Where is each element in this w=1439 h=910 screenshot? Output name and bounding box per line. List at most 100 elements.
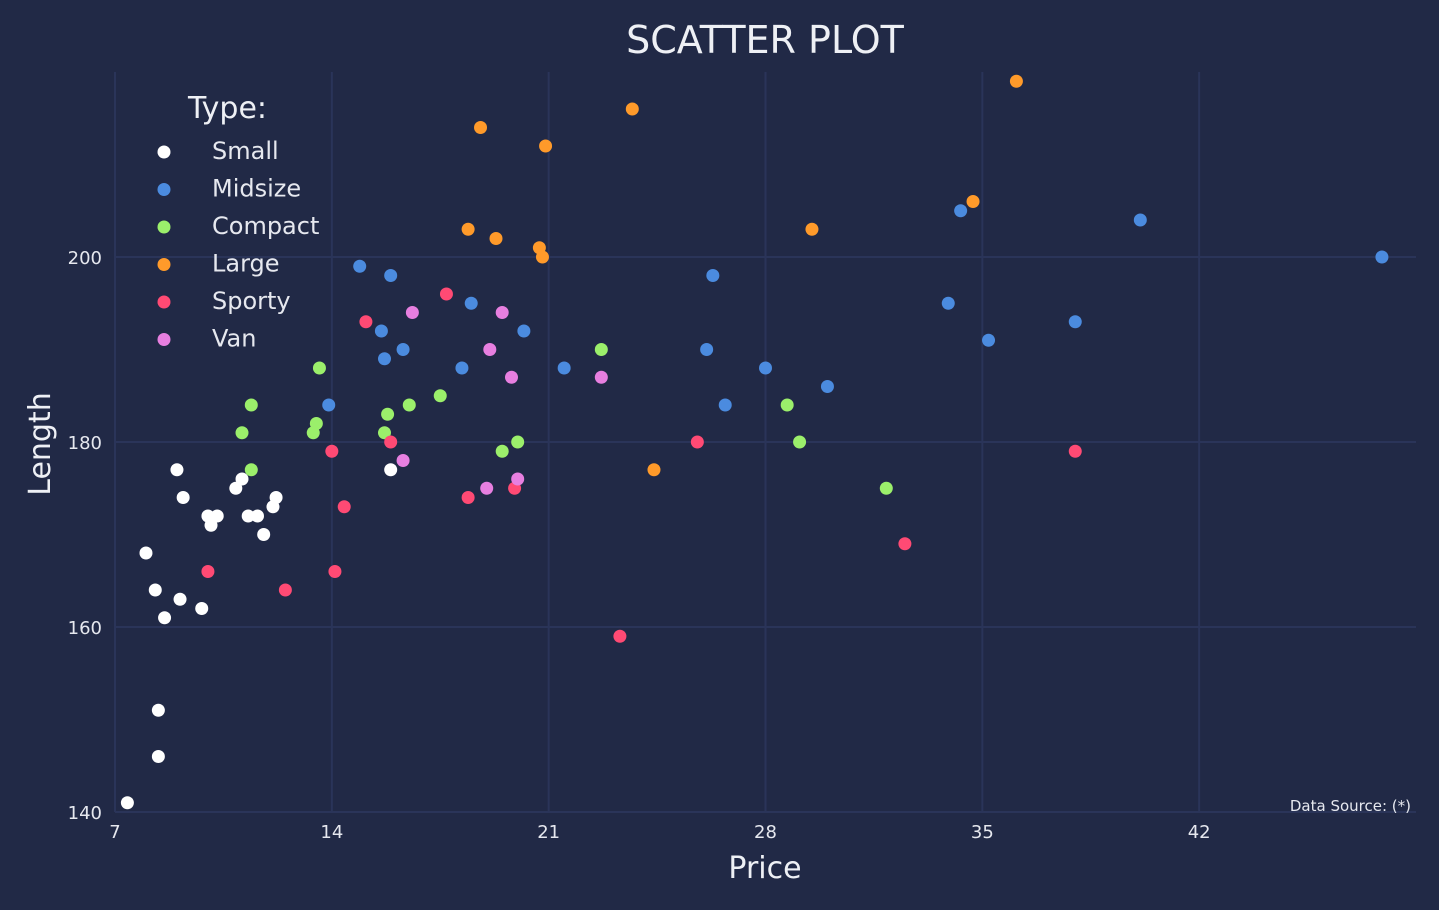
data-point — [278, 583, 292, 597]
x-tick-label: 28 — [754, 822, 777, 843]
data-point — [158, 611, 172, 625]
data-point — [495, 306, 509, 319]
x-tick-label: 7 — [109, 822, 120, 843]
legend-item-compact: Compact — [157, 212, 319, 240]
data-point — [793, 435, 807, 449]
data-point — [495, 444, 509, 458]
data-point — [176, 491, 190, 504]
data-point — [359, 315, 373, 329]
legend-item-van: Van — [157, 325, 256, 353]
data-point — [483, 343, 497, 356]
data-point — [594, 343, 608, 356]
data-point — [257, 528, 271, 541]
data-point — [381, 407, 395, 421]
data-point — [170, 463, 184, 477]
data-point — [464, 296, 478, 310]
grid — [114, 72, 1416, 813]
data-point — [966, 195, 980, 208]
legend-marker — [157, 333, 171, 346]
y-tick-label: 140 — [68, 803, 102, 824]
data-point — [898, 537, 912, 551]
x-axis-label: Price — [728, 851, 801, 886]
legend-marker — [157, 258, 171, 271]
data-point — [151, 703, 165, 717]
scatter-points — [120, 74, 1389, 810]
data-point — [244, 398, 258, 412]
legend: Type: Small Midsize Compact Large Sporty Van — [157, 91, 319, 353]
x-tick-label: 21 — [537, 822, 560, 843]
y-tick-label: 180 — [68, 433, 102, 454]
y-axis-ticks: 140 160 180 200 — [68, 248, 102, 824]
data-point — [405, 306, 419, 319]
data-point — [759, 361, 772, 375]
data-point — [195, 602, 209, 615]
data-point — [201, 565, 215, 578]
data-point — [625, 102, 639, 116]
data-point — [1375, 250, 1389, 264]
y-axis-label: Length — [23, 392, 58, 495]
data-point — [235, 472, 249, 486]
x-tick-label: 14 — [320, 822, 343, 843]
data-point — [353, 259, 367, 273]
y-tick-label: 160 — [68, 618, 102, 639]
data-point — [1068, 444, 1082, 458]
data-point — [139, 546, 153, 560]
data-point — [210, 509, 224, 523]
data-point — [504, 370, 518, 384]
data-point — [1133, 213, 1147, 227]
x-axis-ticks: 7 14 21 28 35 42 — [109, 822, 1210, 843]
data-point — [557, 361, 571, 375]
data-point — [439, 287, 453, 301]
data-point — [461, 491, 475, 504]
legend-items: Small Midsize Compact Large Sporty Van — [157, 137, 319, 353]
data-point — [384, 269, 398, 282]
data-point — [879, 481, 893, 495]
data-point — [594, 370, 608, 384]
data-point — [706, 269, 720, 282]
legend-label: Van — [212, 325, 256, 353]
data-point — [517, 324, 531, 338]
data-point — [384, 435, 398, 449]
data-point — [480, 481, 494, 495]
data-point — [780, 398, 794, 412]
data-point — [337, 500, 351, 514]
legend-item-midsize: Midsize — [157, 175, 301, 203]
series-small — [120, 463, 398, 810]
data-point — [820, 380, 834, 393]
data-point — [511, 472, 525, 486]
data-point — [982, 333, 996, 347]
data-point — [718, 398, 732, 412]
y-tick-label: 200 — [68, 248, 102, 269]
data-point — [647, 463, 661, 477]
data-point — [402, 398, 416, 412]
data-point — [1009, 74, 1023, 88]
series-compact — [235, 343, 893, 495]
data-point — [235, 426, 249, 440]
data-point — [322, 398, 336, 412]
data-point — [474, 121, 488, 134]
data-point — [455, 361, 469, 375]
x-tick-label: 35 — [971, 822, 994, 843]
data-point — [690, 435, 704, 449]
data-point — [244, 463, 258, 477]
data-point — [250, 509, 264, 523]
data-point — [120, 796, 134, 810]
data-point — [384, 463, 398, 477]
legend-marker — [157, 145, 171, 159]
data-point — [461, 222, 475, 236]
series-sporty — [201, 287, 1082, 643]
data-point — [269, 491, 283, 504]
data-point — [700, 343, 714, 356]
legend-title: Type: — [187, 91, 267, 126]
data-point — [325, 444, 339, 458]
legend-label: Sporty — [212, 287, 291, 315]
data-point — [173, 592, 187, 606]
data-point — [489, 232, 503, 245]
data-point — [1068, 315, 1082, 329]
data-point — [613, 629, 627, 643]
x-tick-label: 42 — [1188, 822, 1211, 843]
data-point — [148, 583, 162, 597]
data-point — [377, 352, 391, 366]
legend-marker — [157, 220, 171, 234]
chart-title: SCATTER PLOT — [626, 18, 905, 62]
